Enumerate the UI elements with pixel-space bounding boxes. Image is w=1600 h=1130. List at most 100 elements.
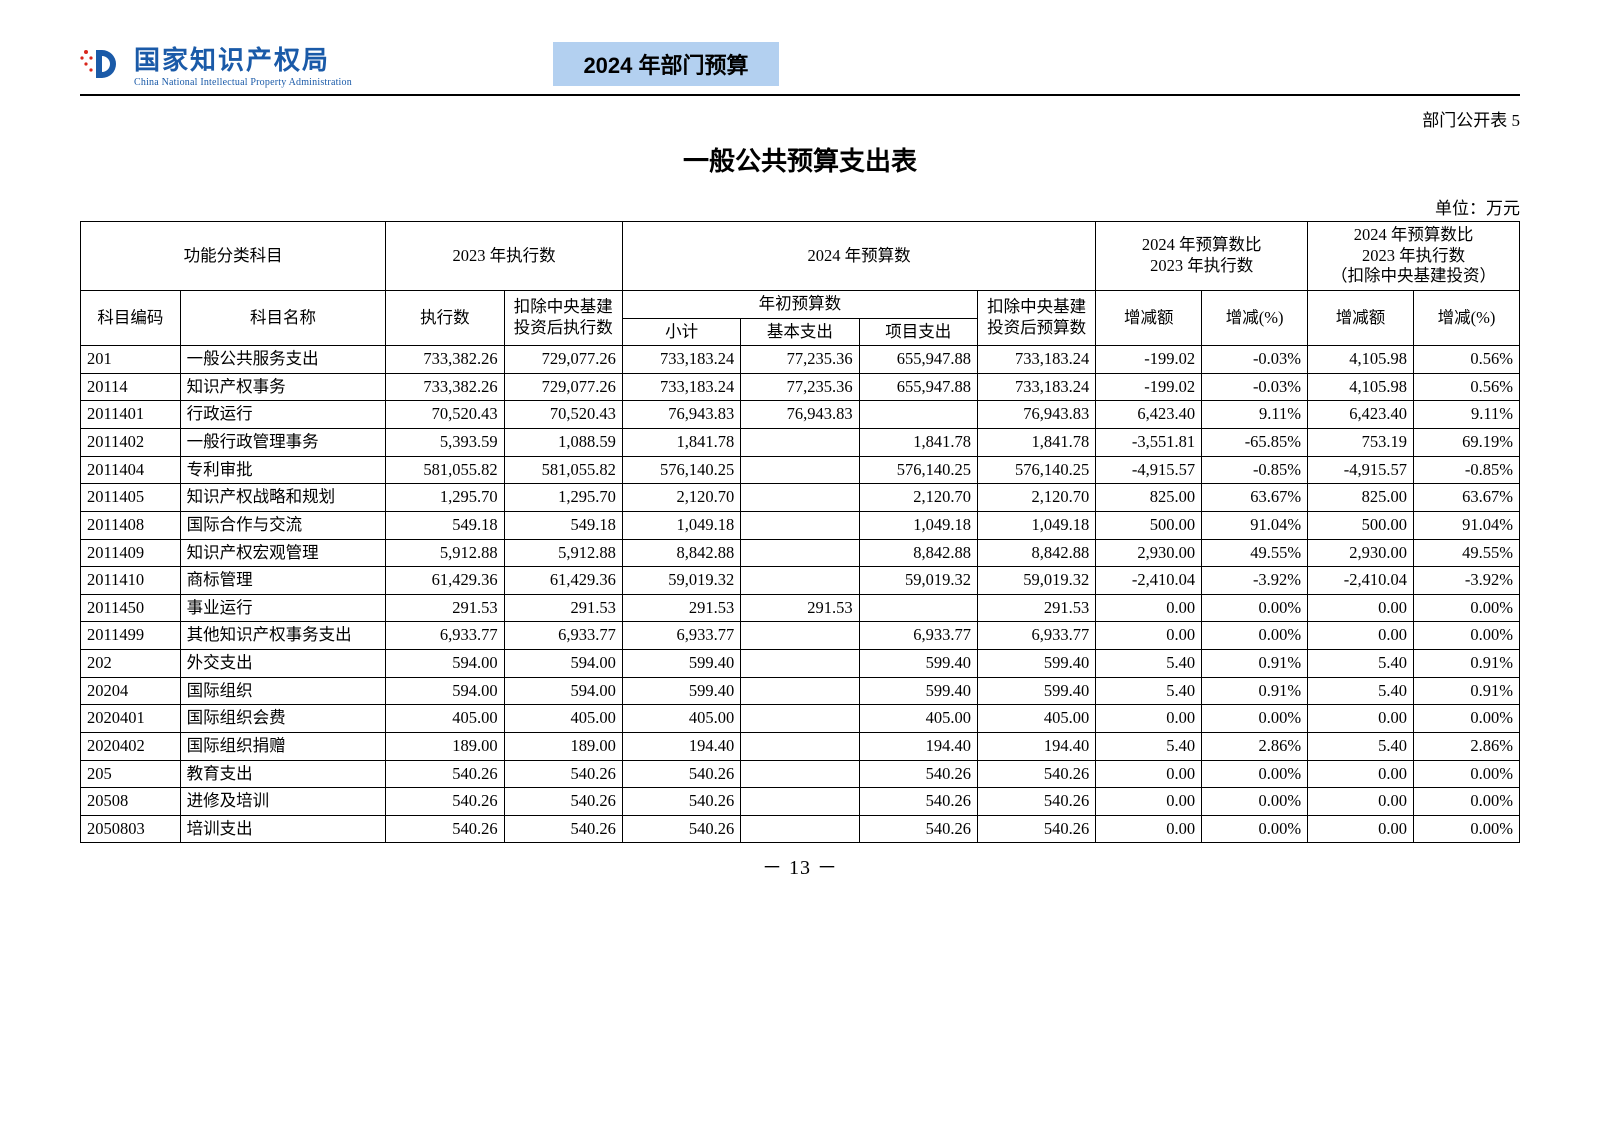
hdr-pct-1: 增减(%) bbox=[1202, 290, 1308, 345]
cell-value: 405.00 bbox=[504, 705, 622, 733]
cell-value: 5.40 bbox=[1308, 650, 1414, 678]
cell-value: 540.26 bbox=[859, 760, 977, 788]
cell-code: 2011499 bbox=[81, 622, 181, 650]
cell-value: 4,105.98 bbox=[1308, 373, 1414, 401]
cell-value: 0.00 bbox=[1308, 815, 1414, 843]
unit-label: 单位：万元 bbox=[80, 194, 1520, 219]
cell-value bbox=[741, 567, 859, 595]
cell-name: 其他知识产权事务支出 bbox=[180, 622, 386, 650]
cnipa-logo-icon bbox=[80, 46, 124, 82]
cell-value: 540.26 bbox=[386, 788, 504, 816]
cell-value: 91.04% bbox=[1202, 511, 1308, 539]
cell-value: 540.26 bbox=[977, 788, 1095, 816]
cell-value: 540.26 bbox=[622, 760, 740, 788]
cell-value: 1,088.59 bbox=[504, 429, 622, 457]
cell-value: 2,930.00 bbox=[1096, 539, 1202, 567]
cell-value: 194.40 bbox=[977, 732, 1095, 760]
cell-value bbox=[741, 511, 859, 539]
cell-value: 540.26 bbox=[977, 760, 1095, 788]
cell-value: 500.00 bbox=[1308, 511, 1414, 539]
cell-value: 733,382.26 bbox=[386, 373, 504, 401]
cell-value: -0.03% bbox=[1202, 346, 1308, 374]
cell-value bbox=[859, 594, 977, 622]
cell-value: 0.00% bbox=[1202, 622, 1308, 650]
cell-value bbox=[741, 677, 859, 705]
cell-value: 8,842.88 bbox=[977, 539, 1095, 567]
cell-value: 59,019.32 bbox=[859, 567, 977, 595]
hdr-compare-1-l2: 2023 年执行数 bbox=[1150, 256, 1253, 275]
cell-value: 6,933.77 bbox=[859, 622, 977, 650]
cell-name: 一般行政管理事务 bbox=[180, 429, 386, 457]
page-header: 国家知识产权局 China National Intellectual Prop… bbox=[80, 40, 1520, 88]
cell-value: 0.91% bbox=[1413, 650, 1519, 678]
table-row: 2011405知识产权战略和规划1,295.701,295.702,120.70… bbox=[81, 484, 1520, 512]
hdr-diff-2: 增减额 bbox=[1308, 290, 1414, 345]
cell-value: -3.92% bbox=[1202, 567, 1308, 595]
cell-name: 国际组织捐赠 bbox=[180, 732, 386, 760]
cell-value: 576,140.25 bbox=[859, 456, 977, 484]
cell-value: 576,140.25 bbox=[977, 456, 1095, 484]
table-body: 201一般公共服务支出733,382.26729,077.26733,183.2… bbox=[81, 346, 1520, 843]
cell-value: -3.92% bbox=[1413, 567, 1519, 595]
cell-value: 733,382.26 bbox=[386, 346, 504, 374]
cell-value: -3,551.81 bbox=[1096, 429, 1202, 457]
cell-value: 1,049.18 bbox=[859, 511, 977, 539]
cell-code: 2011410 bbox=[81, 567, 181, 595]
cell-name: 进修及培训 bbox=[180, 788, 386, 816]
cell-value: 6,933.77 bbox=[504, 622, 622, 650]
cell-value: 0.00 bbox=[1096, 760, 1202, 788]
cell-value bbox=[741, 788, 859, 816]
cell-value: 5.40 bbox=[1096, 650, 1202, 678]
cell-value: 0.00% bbox=[1413, 788, 1519, 816]
cell-name: 国际组织会费 bbox=[180, 705, 386, 733]
hdr-name: 科目名称 bbox=[180, 290, 386, 345]
cell-value: 5.40 bbox=[1096, 732, 1202, 760]
cell-value bbox=[741, 650, 859, 678]
cell-code: 201 bbox=[81, 346, 181, 374]
page-number: － 13 － bbox=[80, 851, 1520, 880]
cell-value: -2,410.04 bbox=[1308, 567, 1414, 595]
cell-value: -2,410.04 bbox=[1096, 567, 1202, 595]
hdr-compare-2-l3: （扣除中央基建投资） bbox=[1331, 266, 1496, 285]
table-row: 202外交支出594.00594.00599.40599.40599.405.4… bbox=[81, 650, 1520, 678]
cell-value: 500.00 bbox=[1096, 511, 1202, 539]
logo-text-en: China National Intellectual Property Adm… bbox=[134, 77, 352, 88]
cell-value: -65.85% bbox=[1202, 429, 1308, 457]
cell-code: 2011405 bbox=[81, 484, 181, 512]
cell-value: 91.04% bbox=[1413, 511, 1519, 539]
cell-value: 581,055.82 bbox=[386, 456, 504, 484]
cell-value: 540.26 bbox=[622, 788, 740, 816]
cell-value: 540.26 bbox=[859, 788, 977, 816]
table-row: 2011450事业运行291.53291.53291.53291.53291.5… bbox=[81, 594, 1520, 622]
cell-value: 0.00% bbox=[1202, 594, 1308, 622]
cell-value: -4,915.57 bbox=[1308, 456, 1414, 484]
cell-value: 2.86% bbox=[1413, 732, 1519, 760]
cell-value: 599.40 bbox=[859, 677, 977, 705]
cell-value: 76,943.83 bbox=[977, 401, 1095, 429]
cell-value bbox=[741, 456, 859, 484]
cell-value: 5.40 bbox=[1308, 677, 1414, 705]
cell-value bbox=[741, 815, 859, 843]
cell-code: 2011409 bbox=[81, 539, 181, 567]
table-row: 2011499其他知识产权事务支出6,933.776,933.776,933.7… bbox=[81, 622, 1520, 650]
main-title: 一般公共预算支出表 bbox=[80, 141, 1520, 178]
cell-value: 540.26 bbox=[859, 815, 977, 843]
cell-value: 2,120.70 bbox=[622, 484, 740, 512]
cell-value bbox=[741, 539, 859, 567]
cell-value: 0.00% bbox=[1202, 815, 1308, 843]
cell-value: 540.26 bbox=[622, 815, 740, 843]
cell-code: 205 bbox=[81, 760, 181, 788]
cell-value: 1,295.70 bbox=[504, 484, 622, 512]
cell-value: 599.40 bbox=[859, 650, 977, 678]
cell-value: 8,842.88 bbox=[859, 539, 977, 567]
cell-value: 753.19 bbox=[1308, 429, 1414, 457]
cell-value: 0.91% bbox=[1202, 650, 1308, 678]
cell-code: 2020402 bbox=[81, 732, 181, 760]
cell-value: 733,183.24 bbox=[622, 346, 740, 374]
cell-value: 77,235.36 bbox=[741, 373, 859, 401]
cell-value: 594.00 bbox=[504, 677, 622, 705]
hdr-exec: 执行数 bbox=[386, 290, 504, 345]
cell-value: -4,915.57 bbox=[1096, 456, 1202, 484]
cell-value: -0.85% bbox=[1202, 456, 1308, 484]
cell-name: 国际组织 bbox=[180, 677, 386, 705]
